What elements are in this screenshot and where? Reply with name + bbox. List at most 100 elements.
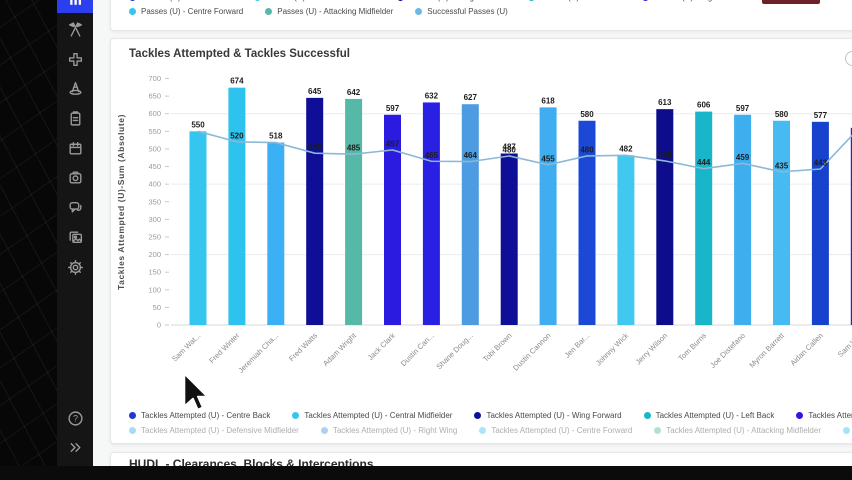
chat-bubbles-icon <box>68 201 82 213</box>
legend-item[interactable]: Tackles Attempted (U) - Right Wing <box>320 425 458 435</box>
x-axis-label: Jerry Wilson <box>634 331 670 367</box>
legend-label: Tackles Attempted (U) - Left Back <box>655 410 775 420</box>
legend-item[interactable]: Tackles Attempted (U) - Wing Forward <box>474 411 622 420</box>
legend-item[interactable]: Tackles Attempted (U) - Left Wing <box>843 426 852 435</box>
team-flags-icon <box>68 21 82 37</box>
calendar-icon <box>68 141 82 155</box>
bar[interactable] <box>539 107 557 325</box>
y-tick-label: 100 <box>148 285 161 294</box>
gear-icon <box>67 259 83 275</box>
bar-value-label: 632 <box>425 91 439 100</box>
legend-item[interactable]: Successful Passes (U) <box>415 7 508 16</box>
sidebar-item-expand[interactable] <box>57 435 93 459</box>
line-value-label: 455 <box>541 154 555 163</box>
sidebar-item-team[interactable] <box>57 17 93 41</box>
x-axis-label: Fred Watts <box>287 331 319 363</box>
legend-label: Tackles Attempted (U) - Right Wing <box>332 425 458 435</box>
x-axis-label: Jack Clark <box>366 331 397 362</box>
sidebar-item-settings[interactable] <box>57 255 93 279</box>
y-tick-label: 150 <box>148 268 161 277</box>
line-value-label: 480 <box>503 145 517 154</box>
legend-item[interactable]: Passes (U) - Central Midfielder <box>253 0 375 2</box>
legend-label: Passes (U) - Right Back <box>654 0 739 2</box>
bar[interactable] <box>773 120 790 325</box>
sidebar-item-stats-active[interactable] <box>57 0 93 13</box>
bar[interactable] <box>811 121 829 325</box>
legend-dot-icon <box>415 7 423 15</box>
bar[interactable] <box>228 87 246 325</box>
legend-item[interactable]: Tackles Attempted (U) - Centre Forward <box>479 426 632 435</box>
line-value-label: 444 <box>697 158 711 167</box>
legend-item[interactable]: Passes (U) - Wing Forward <box>397 0 506 2</box>
legend-dot-icon <box>129 411 136 419</box>
sidebar-item-training[interactable] <box>57 76 93 100</box>
sidebar-item-help[interactable]: ? <box>57 406 93 430</box>
x-axis-label: Aidan Callen <box>788 331 824 367</box>
x-axis-label: Tobi Brown <box>481 331 514 364</box>
legend-item[interactable]: Tackles Attempted (U) - Attacking Midfie… <box>654 426 821 435</box>
sidebar-item-reports[interactable] <box>57 106 93 130</box>
bar[interactable] <box>734 114 752 325</box>
legend-item[interactable]: Tackles Attempted (U) - Right Back <box>796 411 852 420</box>
x-axis-label: Sam Wat... <box>170 331 202 363</box>
bar[interactable] <box>656 109 674 325</box>
y-tick-label: 550 <box>148 127 161 136</box>
bar[interactable] <box>306 97 324 325</box>
legend-item[interactable]: Tackles Attempted (U) - Left Back <box>643 410 775 420</box>
bar[interactable] <box>422 102 440 325</box>
bar-value-label: 518 <box>269 132 283 141</box>
line-value-label: 464 <box>464 151 478 160</box>
sidebar-item-calendar[interactable] <box>57 136 93 160</box>
bar-value-label: 618 <box>541 96 555 105</box>
bar[interactable] <box>500 153 518 325</box>
legend-item[interactable]: Passes (U) - Centre Back <box>129 0 232 2</box>
bar[interactable] <box>695 111 713 325</box>
bar[interactable] <box>384 114 401 325</box>
x-axis-label: Dustin Can... <box>399 331 436 368</box>
legend-dot-icon <box>474 411 482 419</box>
bar[interactable] <box>461 104 479 326</box>
line-value-label: 466 <box>658 150 672 159</box>
legend-item[interactable]: Passes (U) - Right Back <box>641 0 739 2</box>
x-axis-label: Adam Wright <box>321 330 359 368</box>
stats-bars-icon <box>69 0 81 5</box>
bar[interactable] <box>345 98 363 325</box>
bar-value-label: 487 <box>503 143 517 152</box>
legend-item[interactable]: Tackles Attempted (U) - Centre Back <box>129 411 270 420</box>
line-value-label: 485 <box>347 144 361 153</box>
y-tick-label: 500 <box>148 144 161 153</box>
sidebar-item-media[interactable] <box>57 225 93 249</box>
legend-label: Passes (U) - Central Midfielder <box>266 0 375 2</box>
bar[interactable] <box>850 127 852 325</box>
legend-dot-icon <box>654 426 662 434</box>
legend-dot-icon <box>643 411 651 419</box>
clipped-legend-fragment <box>762 0 820 4</box>
bar[interactable] <box>578 120 596 325</box>
legend-item[interactable]: Passes (U) - Attacking Midfielder <box>265 7 393 16</box>
line-value-label: 435 <box>775 161 789 170</box>
tackles-chart: 0 50 100 150 200 250 300 350 400 450 500 550 600 650 7… <box>116 74 852 375</box>
sidebar-item-messages[interactable] <box>57 195 93 219</box>
cone-icon <box>68 81 82 95</box>
legend-dot-icon <box>527 0 535 1</box>
legend-item[interactable]: Tackles Attempted (U) - Central Midfield… <box>292 411 452 420</box>
bar[interactable] <box>189 131 207 325</box>
legend-label: Tackles Attempted (U) - Centre Forward <box>491 425 633 435</box>
legend-label: Passes (U) - Attacking Midfielder <box>277 6 394 16</box>
legend-item[interactable]: Passes (U) - Centre Forward <box>129 7 243 16</box>
y-tick-label: 450 <box>148 162 161 171</box>
legend-dot-icon <box>397 0 405 1</box>
bar[interactable] <box>267 142 285 325</box>
bar-value-label: 580 <box>775 110 789 119</box>
bar-value-label: 645 <box>308 87 322 96</box>
sidebar-item-video[interactable] <box>57 165 93 189</box>
legend-item[interactable]: Passes (U) - Left Back <box>527 0 620 2</box>
x-axis-label: Jeremiah Cha... <box>236 331 280 375</box>
legend-dot-icon <box>265 7 273 15</box>
bar-value-label: 482 <box>619 144 633 153</box>
bar-value-label: 597 <box>386 104 400 113</box>
legend-item[interactable]: Tackles Attempted (U) - Defensive Midfie… <box>129 426 299 435</box>
chart-title: Tackles Attempted & Tackles Successful <box>129 48 350 60</box>
sidebar-item-health[interactable] <box>57 47 93 71</box>
bar[interactable] <box>617 155 635 325</box>
